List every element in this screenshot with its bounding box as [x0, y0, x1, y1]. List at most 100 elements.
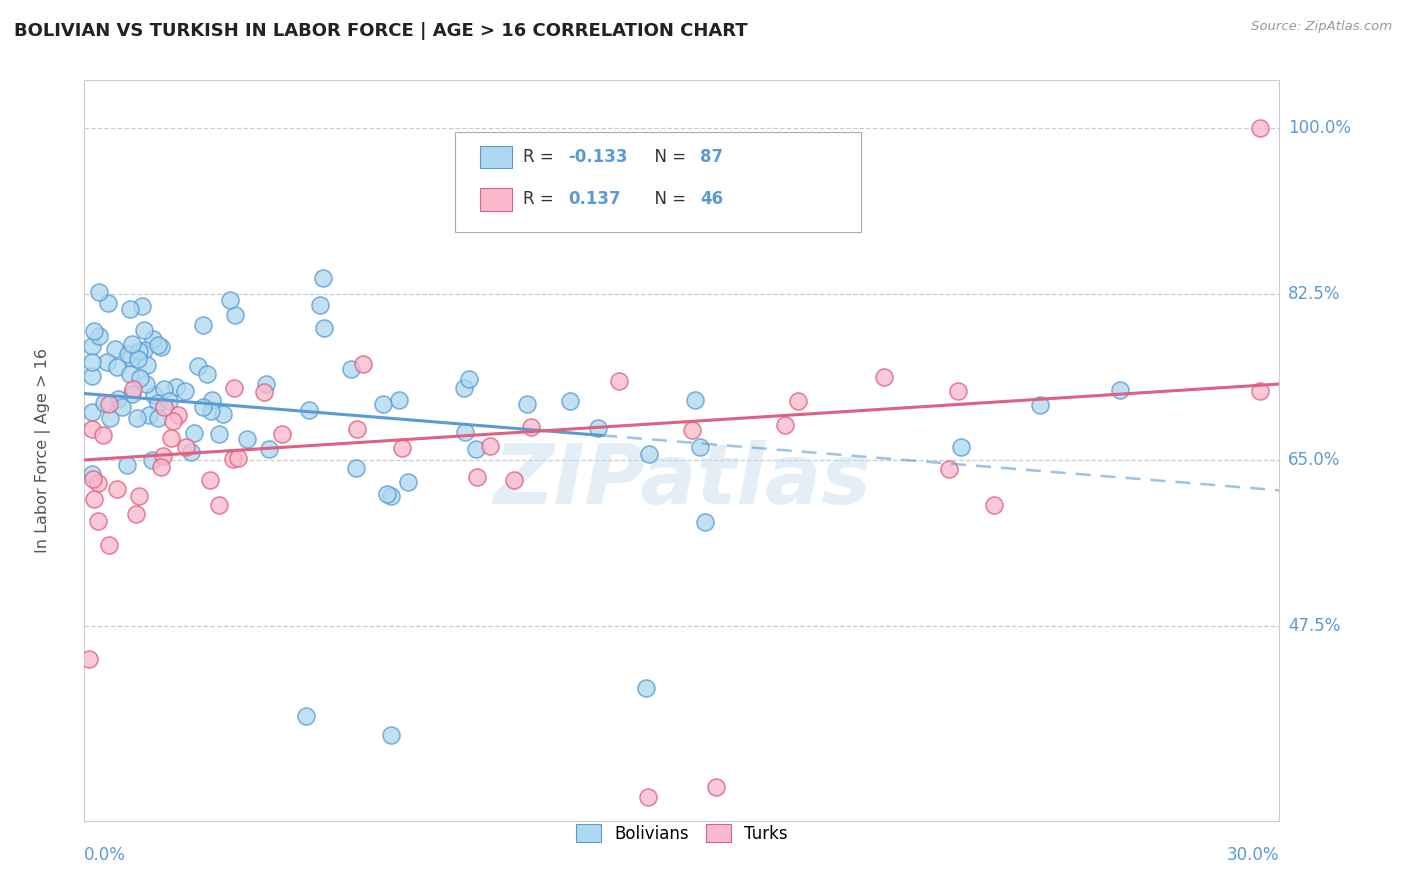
Text: In Labor Force | Age > 16: In Labor Force | Age > 16	[35, 348, 51, 553]
Point	[396, 475, 419, 489]
Point	[193, 318, 215, 333]
Point	[208, 498, 231, 512]
Point	[298, 402, 321, 417]
FancyBboxPatch shape	[456, 132, 862, 232]
Text: 0.137: 0.137	[568, 191, 621, 209]
Point	[211, 407, 233, 421]
Point	[271, 427, 294, 442]
Point	[235, 433, 257, 447]
Point	[453, 381, 475, 395]
Point	[454, 425, 477, 439]
Point	[638, 447, 661, 461]
Point	[201, 393, 224, 408]
Point	[257, 442, 280, 456]
Point	[704, 780, 727, 795]
Point	[478, 439, 501, 453]
Point	[160, 431, 183, 445]
Point	[146, 338, 169, 352]
Point	[167, 408, 190, 422]
Point	[685, 393, 707, 408]
Point	[162, 414, 184, 428]
Point	[87, 476, 110, 491]
Point	[458, 372, 481, 386]
Text: 65.0%: 65.0%	[1288, 451, 1340, 469]
Point	[135, 376, 157, 391]
Point	[465, 442, 488, 456]
Point	[136, 359, 159, 373]
Point	[83, 491, 105, 506]
Point	[200, 404, 222, 418]
Point	[174, 440, 197, 454]
Point	[87, 285, 110, 300]
Point	[380, 728, 402, 742]
Point	[187, 359, 209, 374]
Point	[105, 360, 128, 375]
Point	[773, 418, 796, 433]
Point	[465, 470, 488, 484]
Point	[115, 458, 138, 472]
Point	[198, 473, 221, 487]
Point	[77, 652, 100, 666]
Point	[98, 538, 121, 552]
Text: N =: N =	[644, 148, 690, 166]
Point	[150, 340, 173, 354]
Point	[146, 396, 169, 410]
Point	[125, 507, 148, 521]
Point	[516, 397, 538, 411]
Point	[938, 462, 960, 476]
Point	[118, 302, 141, 317]
Point	[117, 347, 139, 361]
FancyBboxPatch shape	[479, 188, 512, 211]
Point	[120, 351, 142, 366]
Point	[127, 351, 149, 366]
Point	[152, 450, 174, 464]
Point	[637, 789, 659, 804]
Point	[121, 382, 143, 396]
Text: 30.0%: 30.0%	[1227, 846, 1279, 863]
Point	[208, 426, 231, 441]
Text: R =: R =	[523, 191, 560, 209]
Point	[82, 355, 104, 369]
Point	[105, 483, 128, 497]
Point	[141, 453, 163, 467]
Point	[142, 388, 165, 402]
Point	[82, 472, 104, 486]
Point	[97, 396, 120, 410]
FancyBboxPatch shape	[479, 146, 512, 169]
Point	[312, 271, 335, 285]
Point	[873, 370, 896, 384]
Point	[82, 339, 104, 353]
Text: 0.0%: 0.0%	[84, 846, 127, 863]
Point	[222, 452, 245, 467]
Point	[1249, 384, 1271, 398]
Point	[97, 295, 120, 310]
Point	[375, 487, 398, 501]
Point	[134, 322, 156, 336]
Text: ZIPatlas: ZIPatlas	[494, 440, 870, 521]
Point	[224, 309, 246, 323]
Point	[165, 380, 187, 394]
Point	[560, 393, 582, 408]
Point	[983, 498, 1005, 512]
Text: BOLIVIAN VS TURKISH IN LABOR FORCE | AGE > 16 CORRELATION CHART: BOLIVIAN VS TURKISH IN LABOR FORCE | AGE…	[14, 22, 748, 40]
Point	[153, 401, 176, 415]
Point	[346, 422, 368, 436]
Point	[128, 370, 150, 384]
Point	[180, 445, 202, 459]
Point	[352, 357, 374, 371]
Point	[152, 382, 174, 396]
Point	[607, 374, 630, 388]
Point	[219, 293, 242, 308]
Point	[87, 514, 110, 528]
Text: N =: N =	[644, 191, 690, 209]
Point	[1029, 398, 1052, 412]
Text: Source: ZipAtlas.com: Source: ZipAtlas.com	[1251, 20, 1392, 33]
Point	[1109, 383, 1132, 397]
Point	[82, 368, 104, 383]
Point	[131, 299, 153, 313]
Point	[83, 324, 105, 338]
Point	[388, 392, 411, 407]
Point	[226, 450, 249, 465]
Legend: Bolivians, Turks: Bolivians, Turks	[569, 818, 794, 849]
Point	[380, 489, 402, 503]
